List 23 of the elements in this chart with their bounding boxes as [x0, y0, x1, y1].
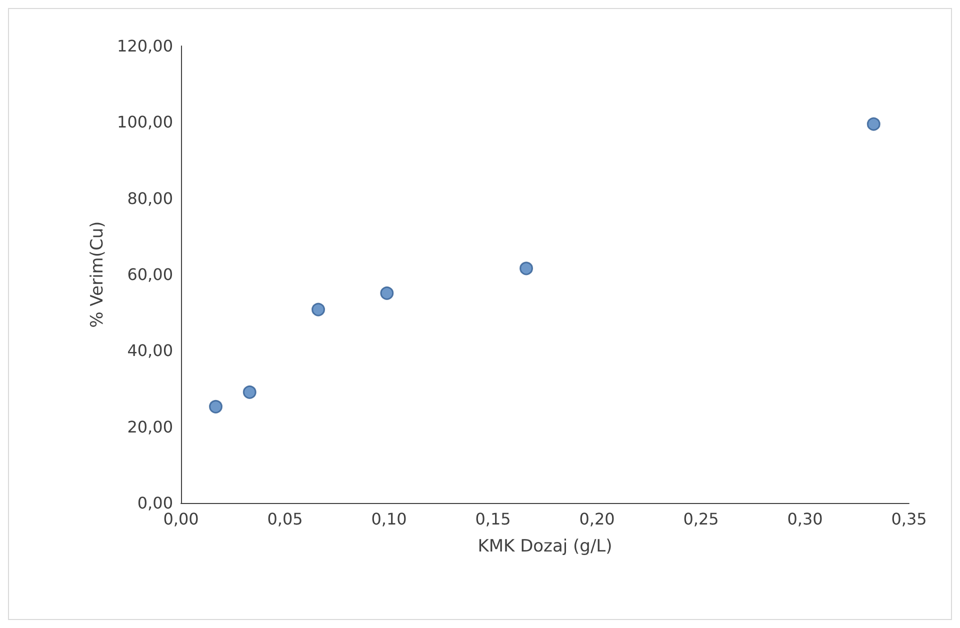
point	[520, 262, 534, 276]
x-tick-label: 0,00	[163, 510, 199, 528]
y-tick-label: 40,00	[127, 341, 173, 360]
x-tick-label: 0,10	[371, 510, 407, 528]
y-tick-label: 60,00	[127, 265, 173, 284]
point	[242, 385, 256, 399]
x-axis-title: KMK Dozaj (g/L)	[478, 536, 612, 556]
x-tick-label: 0,15	[475, 510, 511, 528]
x-tick-label: 0,25	[683, 510, 719, 528]
x-tick-label: 0,20	[579, 510, 615, 528]
x-tick-label: 0,05	[267, 510, 303, 528]
x-tick-label: 0,35	[891, 510, 927, 528]
point	[209, 400, 222, 414]
y-axis-title: % Verim(Cu)	[88, 221, 108, 328]
y-tick-label: 0,00	[137, 494, 173, 512]
y-tick-label: 20,00	[127, 417, 173, 436]
point	[380, 286, 394, 300]
y-tick-label: 80,00	[127, 188, 173, 208]
y-tick-label: 120,00	[117, 36, 173, 56]
point	[866, 117, 880, 131]
x-tick-label: 0,30	[787, 510, 823, 528]
y-tick-label: 100,00	[117, 112, 173, 132]
point	[312, 302, 326, 316]
